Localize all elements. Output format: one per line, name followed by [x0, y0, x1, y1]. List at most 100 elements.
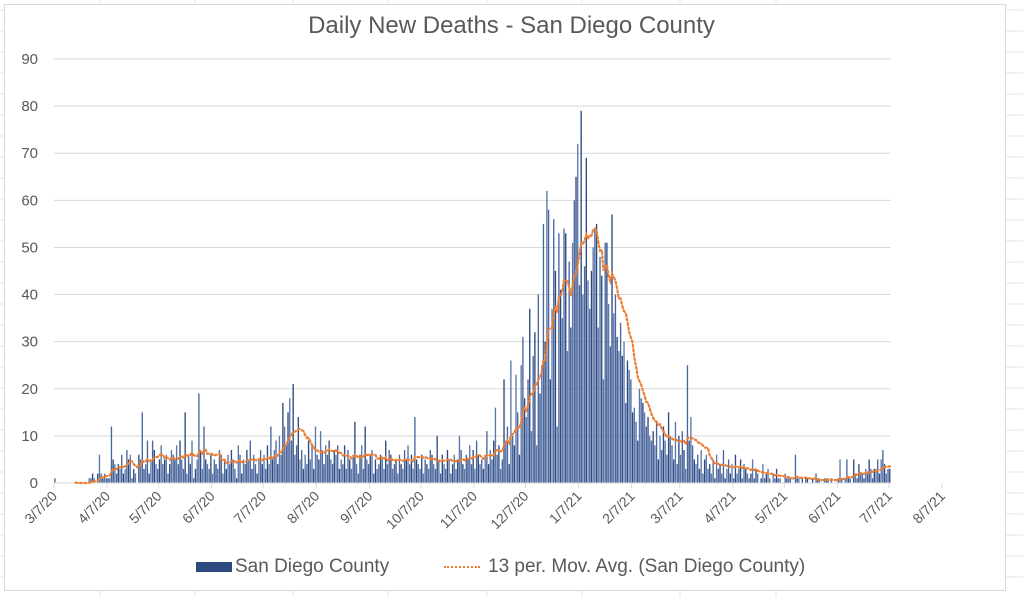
bar	[789, 478, 791, 483]
bar	[481, 459, 483, 483]
bar	[165, 454, 167, 483]
bar	[748, 478, 750, 483]
bar	[105, 478, 107, 483]
bar	[203, 426, 205, 483]
bar	[647, 417, 649, 483]
bar	[710, 473, 713, 483]
bar	[222, 473, 224, 483]
bar	[451, 464, 454, 483]
bar	[283, 426, 286, 483]
bar	[587, 280, 589, 483]
bar	[839, 459, 841, 483]
bar	[122, 473, 125, 483]
bar	[472, 450, 474, 483]
bar	[683, 450, 685, 483]
bar	[889, 468, 891, 483]
bar	[227, 454, 229, 483]
bar	[772, 473, 774, 483]
bar	[196, 459, 198, 483]
bar	[547, 209, 550, 483]
bar	[414, 417, 416, 483]
bar	[366, 459, 368, 483]
bar	[551, 308, 553, 483]
bar	[568, 261, 570, 483]
bar	[883, 464, 886, 483]
bar	[805, 478, 807, 483]
bar	[755, 468, 757, 483]
bar	[769, 478, 771, 483]
bar	[354, 421, 356, 483]
bar	[578, 285, 581, 483]
bar	[247, 459, 250, 483]
bar	[745, 468, 747, 483]
bar	[539, 393, 541, 483]
y-tick-label: 80	[21, 98, 38, 115]
bar	[251, 468, 253, 483]
bar	[633, 407, 635, 483]
chart-area[interactable]	[4, 4, 1006, 591]
bar	[774, 478, 776, 483]
bar	[623, 341, 625, 483]
bar	[323, 464, 325, 483]
bar	[347, 450, 349, 483]
bar	[163, 459, 166, 483]
bar	[469, 445, 471, 483]
bar	[208, 468, 210, 483]
bar	[402, 468, 404, 483]
bar	[726, 468, 728, 483]
bar	[426, 464, 428, 483]
bar	[433, 464, 435, 483]
bar	[491, 459, 493, 483]
bar	[237, 445, 239, 483]
bar	[635, 421, 637, 483]
bar	[626, 360, 629, 483]
legend-item-bars[interactable]: San Diego County	[196, 556, 389, 578]
bar	[326, 454, 329, 483]
bar	[527, 379, 529, 483]
bar	[628, 369, 630, 483]
bar	[733, 478, 735, 483]
bar	[763, 478, 766, 483]
bar	[642, 402, 644, 483]
bar	[887, 468, 889, 483]
bar	[729, 473, 731, 483]
bar	[657, 459, 659, 483]
bar	[667, 412, 670, 483]
bar	[865, 468, 867, 483]
bars-san-diego-county	[54, 110, 891, 484]
bar	[530, 431, 533, 483]
bar	[566, 351, 569, 483]
bar	[580, 110, 582, 484]
bar	[715, 454, 718, 483]
bar	[175, 445, 178, 483]
bar	[302, 468, 305, 483]
bar	[619, 322, 622, 483]
bar	[554, 271, 557, 483]
bar	[505, 440, 507, 483]
bar	[169, 464, 171, 483]
bar	[253, 454, 255, 483]
bar	[463, 468, 466, 483]
bar	[335, 454, 337, 483]
bar	[242, 459, 245, 483]
bar	[419, 468, 421, 483]
bar	[271, 459, 274, 483]
bar	[391, 468, 394, 483]
x-tick-label: 3/7/21	[647, 488, 686, 527]
bar	[450, 473, 452, 483]
bar	[359, 454, 361, 483]
legend-item-moving-average[interactable]: 13 per. Mov. Avg. (San Diego County)	[444, 556, 805, 578]
bar	[777, 478, 779, 483]
bar	[189, 464, 191, 483]
bar	[477, 454, 479, 483]
bar	[544, 341, 546, 483]
x-tick-label: 2/7/21	[599, 488, 638, 527]
bar	[640, 398, 642, 483]
bar	[853, 459, 855, 483]
bar	[338, 468, 341, 483]
bar	[316, 454, 318, 483]
bar	[280, 454, 282, 483]
bar	[331, 464, 334, 483]
bar	[265, 468, 267, 483]
bar	[532, 355, 534, 483]
